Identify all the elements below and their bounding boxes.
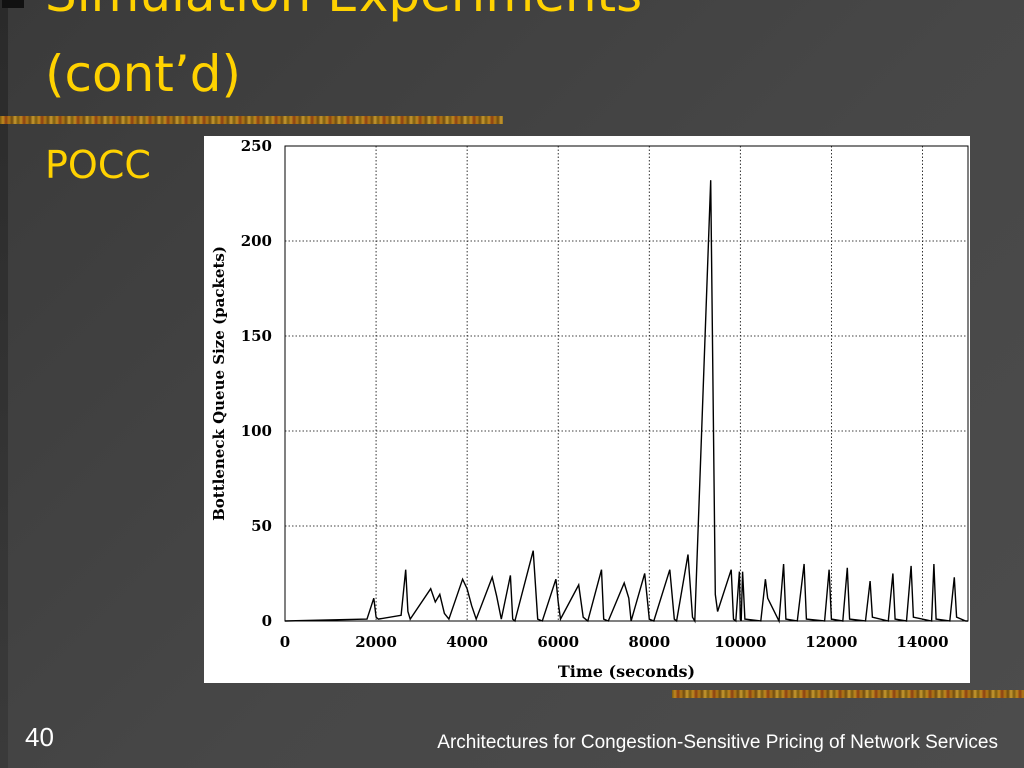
y-tick-label: 150 — [241, 327, 272, 345]
plot-frame — [284, 145, 969, 622]
series-queue-size — [284, 180, 968, 624]
x-tick-label: 12000 — [805, 633, 857, 651]
x-tick-label: 2000 — [355, 633, 397, 651]
queue-size-chart: 0 2000 4000 6000 8000 10000 12000 14000 0 50 100 1… — [210, 137, 969, 681]
decorative-band-bottom — [672, 690, 1024, 698]
x-tick-label: 6000 — [537, 633, 579, 651]
left-edge-strip — [0, 0, 8, 768]
bullet-text: POCC — [45, 143, 151, 187]
slide-title-line1: Simulation Experiments — [45, 0, 642, 24]
slide-title-line2: (cont’d) — [45, 45, 242, 103]
y-axis-label: Bottleneck Queue Size (packets) — [210, 246, 228, 521]
x-tick-label: 10000 — [714, 633, 766, 651]
y-tick-label: 100 — [241, 422, 272, 440]
x-tick-labels: 0 2000 4000 6000 8000 10000 12000 14000 — [280, 633, 949, 651]
y-tick-label: 0 — [262, 612, 272, 630]
footer-text: Architectures for Congestion-Sensitive P… — [437, 732, 998, 753]
x-tick-label: 0 — [280, 633, 290, 651]
page-number: 40 — [25, 722, 54, 752]
x-tick-label: 4000 — [446, 633, 488, 651]
x-tick-label: 14000 — [896, 633, 948, 651]
decorative-band-top — [0, 116, 503, 124]
y-tick-labels: 0 50 100 150 200 250 — [241, 137, 272, 630]
y-tick-label: 250 — [241, 137, 272, 155]
corner-marker — [2, 0, 24, 8]
x-axis-label: Time (seconds) — [558, 662, 695, 681]
y-tick-label: 50 — [251, 517, 272, 535]
chart-container: 0 2000 4000 6000 8000 10000 12000 14000 0 50 100 1… — [204, 136, 970, 683]
y-tick-label: 200 — [241, 232, 272, 250]
x-tick-label: 8000 — [628, 633, 670, 651]
grid — [285, 146, 968, 621]
